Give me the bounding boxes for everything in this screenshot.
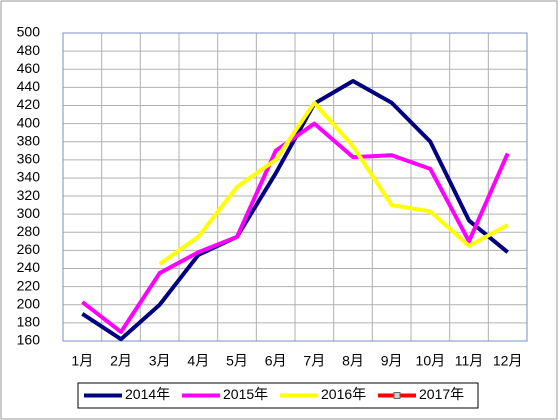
- y-tick-label: 420: [17, 96, 41, 112]
- x-tick-label: 3月: [149, 353, 171, 369]
- x-tick-label: 1月: [71, 353, 93, 369]
- y-tick-label: 240: [17, 259, 41, 275]
- series-line: [158, 100, 509, 266]
- x-tick-label: 4月: [187, 353, 209, 369]
- y-tick-label: 500: [17, 24, 41, 40]
- y-tick-label: 340: [17, 169, 41, 185]
- y-tick-label: 400: [17, 114, 41, 130]
- x-tick-label: 10月: [416, 353, 446, 369]
- series-line: [81, 121, 510, 334]
- x-tick-label: 8月: [342, 353, 364, 369]
- x-tick-label: 7月: [303, 353, 325, 369]
- legend-marker: [393, 392, 401, 399]
- y-tick-label: 320: [17, 187, 41, 203]
- y-tick-label: 260: [17, 241, 41, 257]
- x-tick-label: 11月: [455, 353, 484, 369]
- y-tick-label: 200: [17, 295, 41, 311]
- legend-label: 2016年: [321, 386, 366, 402]
- x-tick-label: 12月: [493, 353, 523, 369]
- legend-label: 2015年: [223, 386, 268, 402]
- plot-border: [62, 32, 528, 342]
- y-tick-label: 460: [17, 60, 41, 76]
- legend-label: 2017年: [419, 386, 464, 402]
- y-tick-label: 480: [17, 42, 41, 58]
- y-tick-label: 300: [17, 205, 41, 221]
- x-tick-label: 5月: [226, 353, 248, 369]
- y-tick-label: 380: [17, 132, 41, 148]
- legend-label: 2014年: [125, 386, 170, 402]
- y-tick-label: 280: [17, 223, 41, 239]
- y-tick-label: 180: [17, 314, 41, 330]
- y-tick-label: 160: [17, 332, 41, 348]
- y-tick-label: 440: [17, 78, 41, 94]
- x-tick-label: 6月: [265, 353, 287, 369]
- y-tick-label: 220: [17, 277, 41, 293]
- x-tick-label: 9月: [381, 353, 403, 369]
- y-tick-label: 360: [17, 151, 41, 167]
- x-tick-label: 2月: [110, 353, 132, 369]
